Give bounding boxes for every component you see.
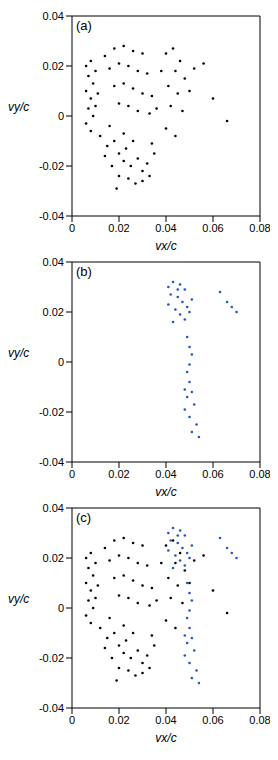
svg-text:0.04: 0.04 (155, 468, 176, 480)
svg-text:0.02: 0.02 (43, 60, 64, 72)
svg-text:-0.04: -0.04 (39, 210, 64, 222)
svg-text:0: 0 (69, 468, 75, 480)
svg-text:0.06: 0.06 (202, 714, 223, 726)
svg-text:-0.02: -0.02 (39, 406, 64, 418)
svg-text:0.02: 0.02 (43, 306, 64, 318)
svg-text:vx/c: vx/c (155, 239, 176, 253)
svg-text:vx/c: vx/c (155, 731, 176, 745)
svg-text:0.08: 0.08 (249, 714, 270, 726)
html-text:vy/c: vy/c (8, 592, 30, 606)
svg-text:0: 0 (58, 110, 64, 122)
html-text:(a): (a) (76, 18, 92, 33)
svg-text:0.06: 0.06 (202, 468, 223, 480)
svg-text:-0.02: -0.02 (39, 652, 64, 664)
svg-text:-0.04: -0.04 (39, 456, 64, 468)
svg-text:0.02: 0.02 (108, 222, 129, 234)
svg-text:0.06: 0.06 (202, 222, 223, 234)
svg-text:0.02: 0.02 (43, 552, 64, 564)
html-text:vy/c: vy/c (8, 100, 30, 114)
svg-text:-0.02: -0.02 (39, 160, 64, 172)
svg-text:0.08: 0.08 (249, 468, 270, 480)
html-text:(b): (b) (76, 264, 92, 279)
svg-text:0.02: 0.02 (108, 714, 129, 726)
svg-text:0.04: 0.04 (155, 714, 176, 726)
svg-text:0: 0 (69, 714, 75, 726)
svg-text:0.02: 0.02 (108, 468, 129, 480)
svg-text:0.04: 0.04 (43, 502, 64, 514)
svg-text:0: 0 (69, 222, 75, 234)
svg-text:0.04: 0.04 (155, 222, 176, 234)
svg-text:0.04: 0.04 (43, 10, 64, 22)
svg-text:0: 0 (58, 356, 64, 368)
svg-text:vx/c: vx/c (155, 485, 176, 499)
svg-text:0.08: 0.08 (249, 222, 270, 234)
svg-text:0.04: 0.04 (43, 256, 64, 268)
svg-text:-0.04: -0.04 (39, 702, 64, 714)
html-text:vy/c: vy/c (8, 346, 30, 360)
svg-text:0: 0 (58, 602, 64, 614)
html-text:(c): (c) (76, 510, 92, 525)
